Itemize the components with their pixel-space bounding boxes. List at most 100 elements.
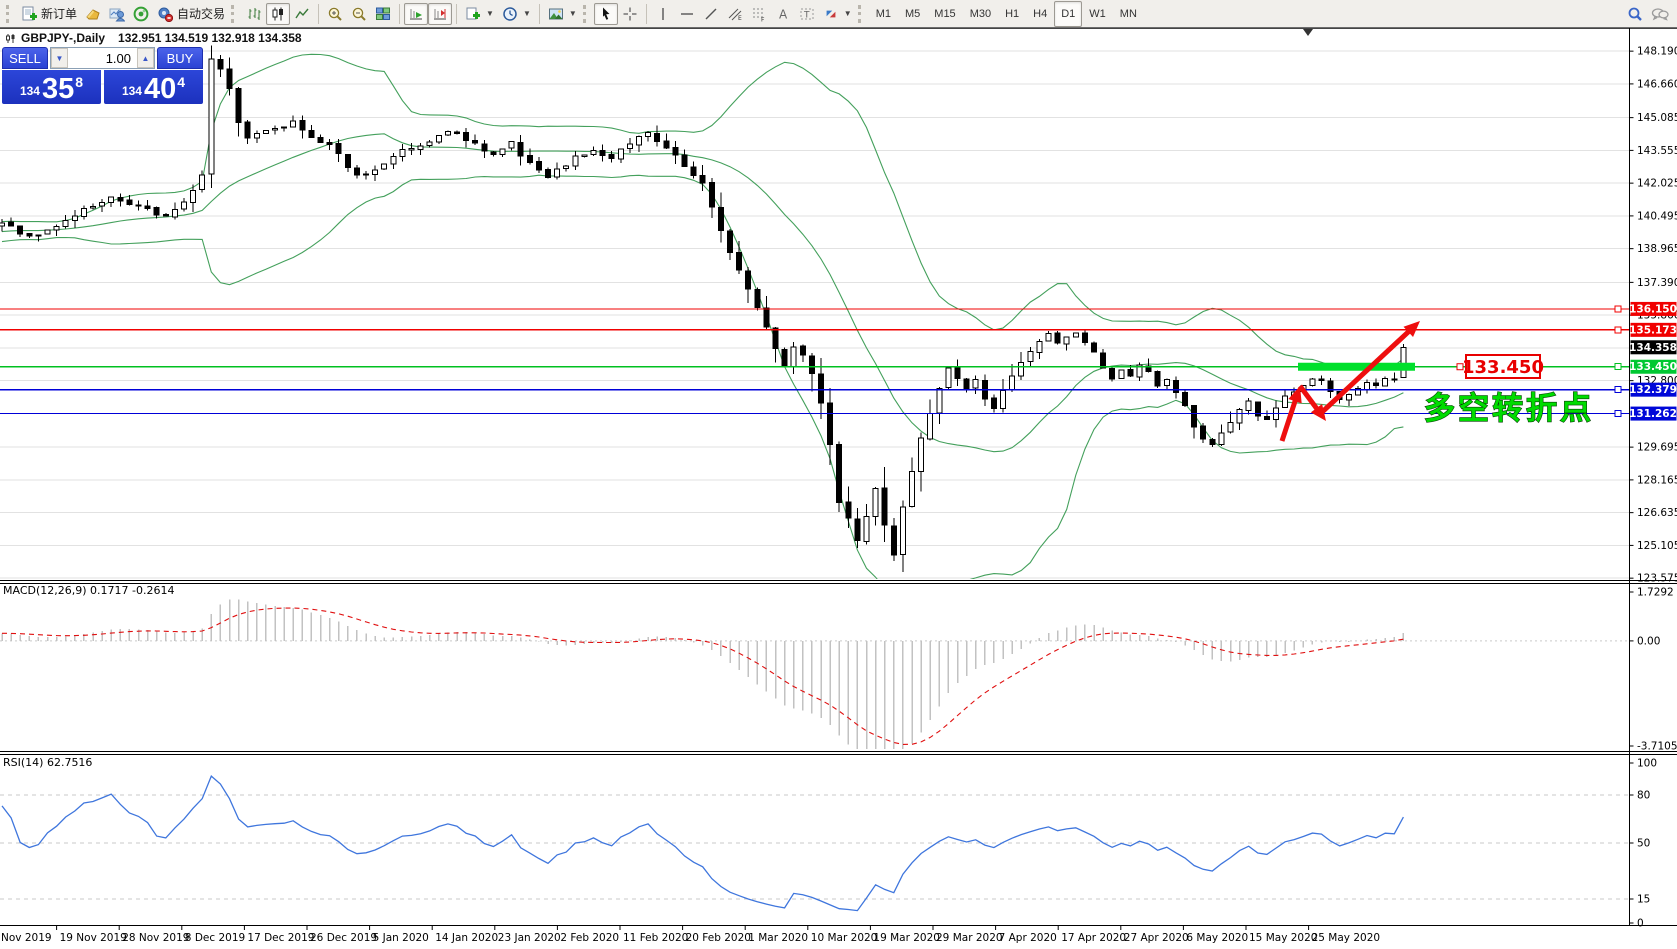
svg-text:11 Feb 2020: 11 Feb 2020 [623, 932, 688, 944]
pane-separators[interactable] [0, 28, 1677, 926]
signals-icon [133, 6, 149, 21]
sell-button[interactable]: SELL [2, 47, 48, 69]
trendline-icon [705, 8, 717, 19]
svg-text:135.173: 135.173 [1629, 324, 1677, 336]
cursor-button[interactable] [593, 2, 618, 25]
chart-area[interactable]: 133.450 多空转折点 MACD(12,26,9) 0.1717 -0.2614… [0, 28, 1677, 949]
toolbar-grip[interactable] [582, 4, 589, 23]
tab-timeframe-mn[interactable]: MN [1119, 7, 1137, 20]
svg-text:15 May 2020: 15 May 2020 [1249, 932, 1317, 944]
zoom-in-button[interactable] [323, 3, 347, 25]
zoom-out-button[interactable] [347, 3, 371, 25]
trend-arrows[interactable] [1279, 316, 1425, 442]
new-order-button[interactable]: 新订单 [17, 3, 81, 25]
chart-shift-button[interactable] [428, 2, 453, 25]
tab-timeframe-m15[interactable]: M15 [934, 7, 956, 20]
text-label-button[interactable]: T [795, 3, 819, 25]
crosshair-button[interactable] [618, 3, 642, 25]
autotrading-button[interactable]: 自动交易 [153, 3, 229, 25]
volume-increase-button[interactable]: ▲ [137, 48, 154, 68]
autotrading-icon [158, 7, 174, 22]
svg-text:20 Feb 2020: 20 Feb 2020 [686, 932, 751, 944]
vertical-line-button[interactable] [651, 3, 675, 25]
horizontal-line-button[interactable] [675, 3, 699, 25]
macd-axis[interactable]: 1.7292 0.00 -3.7105 [1629, 587, 1677, 753]
tab-timeframe-m1[interactable]: M1 [875, 7, 891, 20]
auto-scroll-button[interactable] [404, 2, 429, 25]
zoom-out-icon [352, 7, 366, 21]
volume-decrease-button[interactable]: ▼ [51, 48, 68, 68]
text-button[interactable]: A [771, 3, 795, 25]
toolbar-grip[interactable] [231, 4, 237, 23]
svg-text:5 Jan 2020: 5 Jan 2020 [373, 932, 429, 944]
hline-132.379[interactable] [0, 386, 1629, 394]
hline-135.173[interactable] [0, 326, 1629, 334]
fibonacci-button[interactable]: F [747, 3, 771, 25]
bar-chart-button[interactable] [242, 3, 266, 25]
chart-title: GBPJPY-,Daily 132.951 134.519 132.918 13… [5, 31, 302, 45]
chat-button[interactable] [1647, 3, 1673, 25]
arrows-tool-button[interactable]: ▼ [819, 3, 856, 25]
accounts-button[interactable] [105, 3, 129, 25]
new-order-icon [22, 6, 37, 20]
price-badge-136.150: 136.150 [1629, 301, 1677, 316]
rsi-line [1, 775, 1404, 912]
svg-text:17 Apr 2020: 17 Apr 2020 [1061, 932, 1126, 944]
search-button[interactable] [1623, 3, 1647, 25]
line-chart-button[interactable] [290, 3, 314, 25]
svg-text:27 Apr 2020: 27 Apr 2020 [1124, 932, 1189, 944]
charts-button[interactable] [81, 3, 105, 25]
svg-text:17 Dec 2019: 17 Dec 2019 [247, 932, 314, 944]
svg-text:131.262: 131.262 [1629, 408, 1677, 420]
fibonacci-icon: F [752, 8, 765, 22]
candlestick-chart-button[interactable] [266, 2, 291, 25]
periods-button[interactable]: ▼ [498, 3, 535, 25]
rsi-axis[interactable]: 100 80 50 15 0 [1629, 758, 1658, 930]
tab-timeframe-m5[interactable]: M5 [905, 7, 921, 20]
price-badge-132.379: 132.379 [1629, 382, 1677, 397]
trendline-button[interactable] [699, 3, 723, 25]
tab-timeframe-d1[interactable]: D1 [1054, 0, 1083, 27]
svg-text:7 Apr 2020: 7 Apr 2020 [999, 932, 1057, 944]
chart-shift-marker[interactable] [1303, 29, 1313, 36]
symbol-period-label: GBPJPY-,Daily [21, 31, 106, 45]
chat-icon [1651, 7, 1669, 21]
tab-timeframe-m30[interactable]: M30 [969, 7, 992, 20]
toolbar-grip[interactable] [857, 4, 864, 23]
new-chart-button[interactable]: ▼ [461, 3, 498, 25]
one-click-trading-panel: SELL ▼ ▲ BUY 134 35 8 134 40 4 [2, 47, 203, 104]
hline-136.15[interactable] [0, 305, 1629, 313]
macd-pane: MACD(12,26,9) 0.1717 -0.2614 [0, 584, 1629, 749]
svg-text:123.575: 123.575 [1637, 573, 1677, 585]
tab-timeframe-w1[interactable]: W1 [1089, 7, 1106, 20]
tab-timeframe-h1[interactable]: H1 [1005, 7, 1020, 20]
svg-text:136.150: 136.150 [1629, 303, 1677, 315]
svg-text:A: A [779, 7, 788, 21]
sell-price-quote[interactable]: 134 35 8 [2, 70, 101, 104]
svg-text:0.00: 0.00 [1637, 635, 1660, 647]
svg-text:29 Mar 2020: 29 Mar 2020 [936, 932, 1003, 944]
price-callout[interactable]: 133.450 [1456, 354, 1544, 379]
hline-131.262[interactable] [0, 410, 1629, 418]
tile-windows-button[interactable] [371, 3, 395, 25]
buy-price-quote[interactable]: 134 40 4 [104, 70, 203, 104]
templates-button[interactable]: ▼ [544, 3, 581, 25]
annotation-text[interactable]: 多空转折点 [1423, 390, 1594, 427]
tab-timeframe-h4[interactable]: H4 [1033, 7, 1048, 20]
toolbar-grip[interactable] [6, 4, 12, 23]
svg-text:80: 80 [1637, 790, 1650, 802]
channel-button[interactable]: E [723, 3, 747, 25]
channel-icon: E [728, 8, 742, 22]
chevron-down-icon: ▼ [568, 9, 577, 18]
chart-shift-icon [434, 8, 447, 19]
support-highlight-bar[interactable] [1298, 362, 1415, 371]
toolbar-separator [538, 3, 540, 24]
volume-input[interactable] [68, 48, 137, 68]
buy-button[interactable]: BUY [157, 47, 203, 69]
candlesticks[interactable] [0, 45, 1407, 573]
signals-button[interactable] [129, 3, 153, 25]
price-axis[interactable]: 148.190 146.660 145.085 143.555 142.025 140.4… [1629, 46, 1677, 585]
price-badge-135.173: 135.173 [1629, 322, 1677, 337]
svg-text:10 Mar 2020: 10 Mar 2020 [811, 932, 878, 944]
